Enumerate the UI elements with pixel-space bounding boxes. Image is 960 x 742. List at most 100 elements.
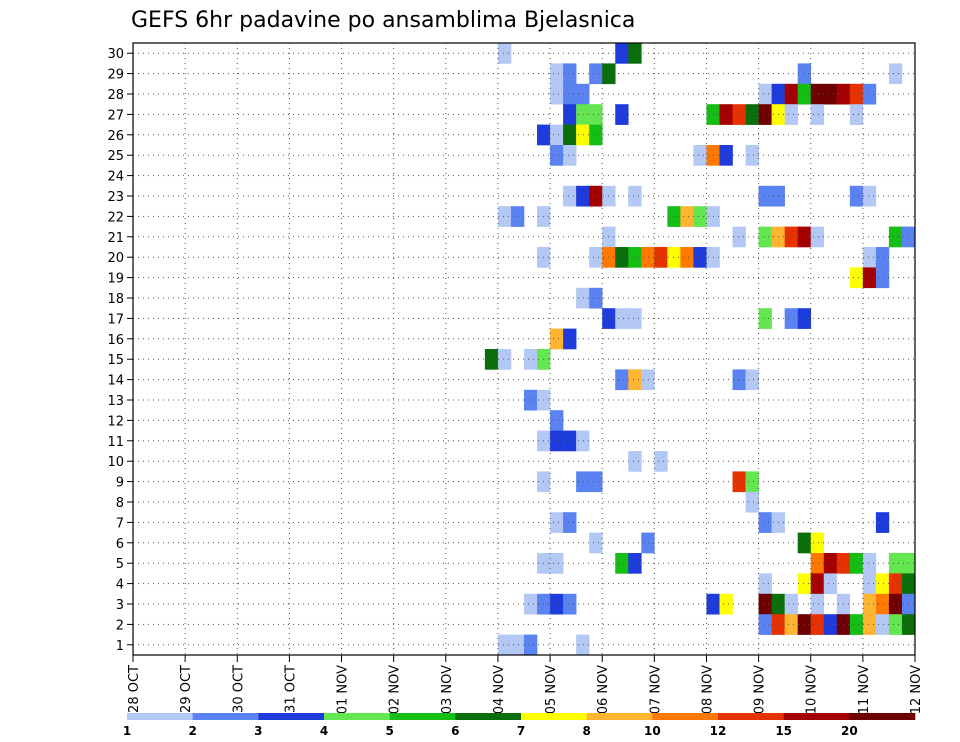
cell-member-27 <box>784 104 798 125</box>
cell-member-5 <box>810 553 825 574</box>
cell-member-5 <box>550 553 564 574</box>
y-tick-label: 5 <box>116 557 124 572</box>
colorbar-label: 2 <box>188 724 196 738</box>
cell-member-3 <box>563 593 577 615</box>
cell-member-2 <box>862 614 877 635</box>
cell-member-4 <box>758 573 772 595</box>
cell-member-6 <box>589 532 603 554</box>
y-tick-label: 4 <box>116 578 124 593</box>
cell-member-28 <box>550 83 564 105</box>
cell-member-3 <box>719 593 733 615</box>
cell-member-10 <box>654 451 668 472</box>
cell-member-22 <box>693 206 707 227</box>
cell-member-14 <box>628 369 642 391</box>
y-tick-label: 14 <box>107 374 124 389</box>
y-tick-label: 6 <box>116 537 124 552</box>
y-tick-label: 19 <box>107 272 124 287</box>
y-tick-label: 18 <box>107 292 124 307</box>
heatmap-cells <box>484 43 916 656</box>
y-axis: 1234567891011121314151617181920212223242… <box>107 47 133 654</box>
cell-member-30 <box>615 43 629 64</box>
x-tick-label: 08 NOV <box>700 665 715 714</box>
cell-member-23 <box>576 185 590 207</box>
cell-member-7 <box>550 512 564 533</box>
x-tick-label: 09 NOV <box>753 665 768 714</box>
cell-member-20 <box>589 247 603 268</box>
cell-member-19 <box>862 267 877 289</box>
cell-member-5 <box>615 553 629 574</box>
cell-member-9 <box>589 471 603 493</box>
cell-member-23 <box>563 185 577 207</box>
cell-member-25 <box>563 145 577 166</box>
cell-member-26 <box>589 124 603 146</box>
y-tick-label: 9 <box>116 476 124 491</box>
y-tick-label: 30 <box>107 47 124 62</box>
cell-member-22 <box>680 206 694 227</box>
plot-frame <box>132 42 916 656</box>
cell-member-3 <box>524 593 538 615</box>
cell-member-4 <box>797 573 812 595</box>
y-tick-label: 7 <box>116 516 124 531</box>
cell-member-20 <box>654 247 668 268</box>
cell-member-3 <box>810 593 825 615</box>
y-tick-label: 10 <box>107 455 124 470</box>
y-tick-label: 12 <box>107 414 124 429</box>
x-tick-label: 30 OCT <box>231 665 246 713</box>
colorbar-label: 3 <box>254 724 262 738</box>
cell-member-2 <box>810 614 825 635</box>
cell-member-16 <box>563 328 577 350</box>
cell-member-4 <box>888 573 903 595</box>
cell-member-3 <box>784 593 798 615</box>
cell-member-15 <box>484 349 499 370</box>
cell-member-20 <box>667 247 681 268</box>
x-tick-label: 02 NOV <box>388 665 403 714</box>
x-tick-label: 06 NOV <box>596 665 611 714</box>
cell-member-25 <box>745 145 759 166</box>
y-tick-label: 16 <box>107 333 124 348</box>
cell-member-3 <box>875 593 890 615</box>
colorbar-swatch <box>324 713 390 720</box>
cell-member-27 <box>563 104 577 125</box>
x-tick-label: 29 OCT <box>179 665 194 713</box>
cell-member-2 <box>888 614 903 635</box>
cell-member-22 <box>667 206 681 227</box>
colorbar-label: 20 <box>841 724 858 738</box>
cell-member-27 <box>719 104 733 125</box>
cell-member-3 <box>550 593 564 615</box>
y-tick-label: 27 <box>107 108 124 123</box>
cell-member-1 <box>576 634 590 656</box>
y-tick-label: 15 <box>107 353 124 368</box>
y-tick-label: 8 <box>116 496 124 511</box>
cell-member-20 <box>641 247 655 268</box>
colorbar-swatch <box>521 713 587 720</box>
colorbar-label: 4 <box>320 724 328 738</box>
cell-member-27 <box>745 104 759 125</box>
cell-member-4 <box>810 573 825 595</box>
cell-member-21 <box>797 226 812 248</box>
cell-member-14 <box>732 369 746 391</box>
cell-member-2 <box>875 614 890 635</box>
colorbar-label: 1 <box>123 724 131 738</box>
cell-member-8 <box>745 491 759 513</box>
y-tick-label: 11 <box>107 435 124 450</box>
cell-member-18 <box>589 287 603 309</box>
x-tick-label: 01 NOV <box>336 665 351 714</box>
cell-member-5 <box>888 553 903 574</box>
colorbar-swatch <box>127 713 193 720</box>
x-tick-label: 12 NOV <box>909 665 924 714</box>
x-tick-label: 07 NOV <box>648 665 663 714</box>
cell-member-27 <box>758 104 772 125</box>
cell-member-29 <box>550 63 564 85</box>
cell-member-21 <box>888 226 903 248</box>
cell-member-5 <box>823 553 838 574</box>
x-tick-label: 28 OCT <box>127 665 142 713</box>
cell-member-11 <box>550 430 564 452</box>
y-tick-label: 23 <box>107 190 124 205</box>
cell-member-2 <box>758 614 772 635</box>
cell-member-23 <box>758 185 772 207</box>
cell-member-28 <box>784 83 798 105</box>
cell-member-30 <box>628 43 642 64</box>
colorbar-swatch <box>455 713 522 720</box>
y-tick-label: 1 <box>116 639 124 654</box>
